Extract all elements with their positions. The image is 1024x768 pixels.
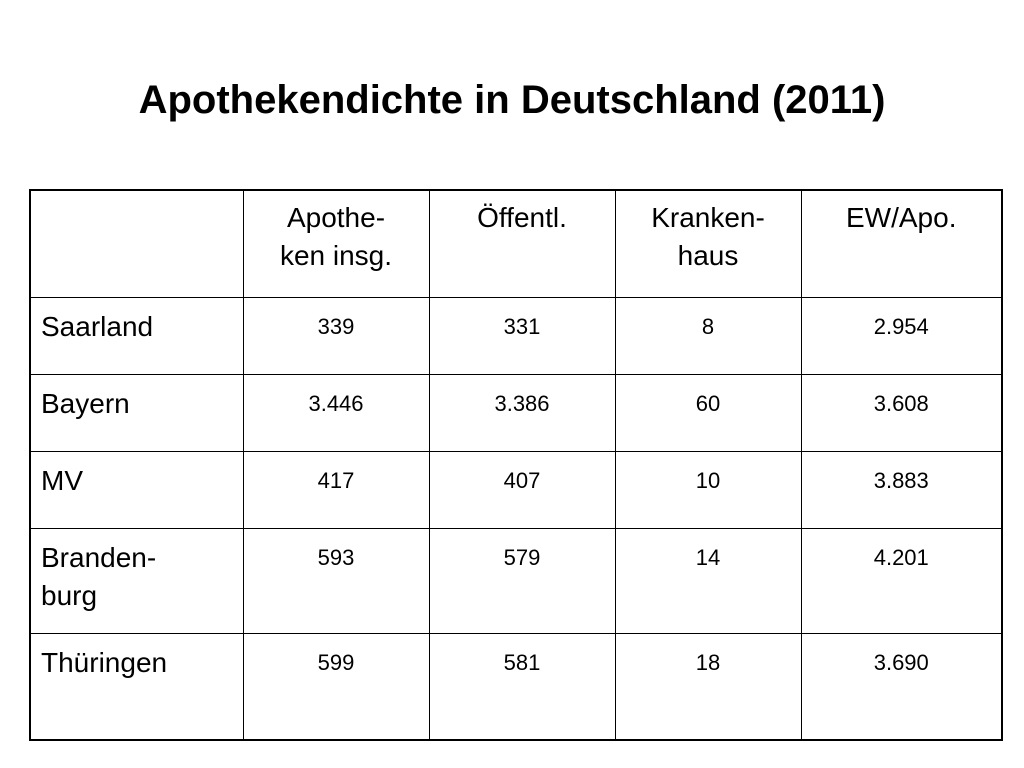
cell-hospital: 8 — [614, 296, 802, 375]
header-residents-per-pharmacy: EW/Apo. — [800, 189, 1003, 298]
table-row: MV 417 407 10 3.883 — [29, 450, 1003, 529]
cell-public: 331 — [428, 296, 616, 375]
row-label: Thüringen — [29, 632, 244, 741]
cell-residents-per-pharmacy: 3.883 — [800, 450, 1003, 529]
header-hospital: Kranken-haus — [614, 189, 802, 298]
cell-total: 599 — [242, 632, 430, 741]
cell-total: 593 — [242, 527, 430, 634]
cell-hospital: 60 — [614, 373, 802, 452]
header-total: Apothe-ken insg. — [242, 189, 430, 298]
table-header-row: Apothe-ken insg. Öffentl. Kranken-haus E… — [29, 189, 1003, 298]
table-row: Bayern 3.446 3.386 60 3.608 — [29, 373, 1003, 452]
row-label: Branden-burg — [29, 527, 244, 634]
cell-public: 407 — [428, 450, 616, 529]
row-label: Bayern — [29, 373, 244, 452]
cell-residents-per-pharmacy: 2.954 — [800, 296, 1003, 375]
row-label: Saarland — [29, 296, 244, 375]
cell-total: 339 — [242, 296, 430, 375]
cell-residents-per-pharmacy: 3.608 — [800, 373, 1003, 452]
table-row: Thüringen 599 581 18 3.690 — [29, 632, 1003, 741]
slide-title: Apothekendichte in Deutschland (2011) — [138, 78, 886, 122]
cell-public: 581 — [428, 632, 616, 741]
header-empty-cell — [29, 189, 244, 298]
cell-residents-per-pharmacy: 3.690 — [800, 632, 1003, 741]
cell-hospital: 10 — [614, 450, 802, 529]
cell-hospital: 18 — [614, 632, 802, 741]
table-row: Branden-burg 593 579 14 4.201 — [29, 527, 1003, 634]
cell-total: 3.446 — [242, 373, 430, 452]
cell-residents-per-pharmacy: 4.201 — [800, 527, 1003, 634]
pharmacy-density-table: Apothe-ken insg. Öffentl. Kranken-haus E… — [29, 189, 1003, 741]
table-row: Saarland 339 331 8 2.954 — [29, 296, 1003, 375]
cell-total: 417 — [242, 450, 430, 529]
header-public: Öffentl. — [428, 189, 616, 298]
row-label: MV — [29, 450, 244, 529]
cell-hospital: 14 — [614, 527, 802, 634]
cell-public: 3.386 — [428, 373, 616, 452]
cell-public: 579 — [428, 527, 616, 634]
